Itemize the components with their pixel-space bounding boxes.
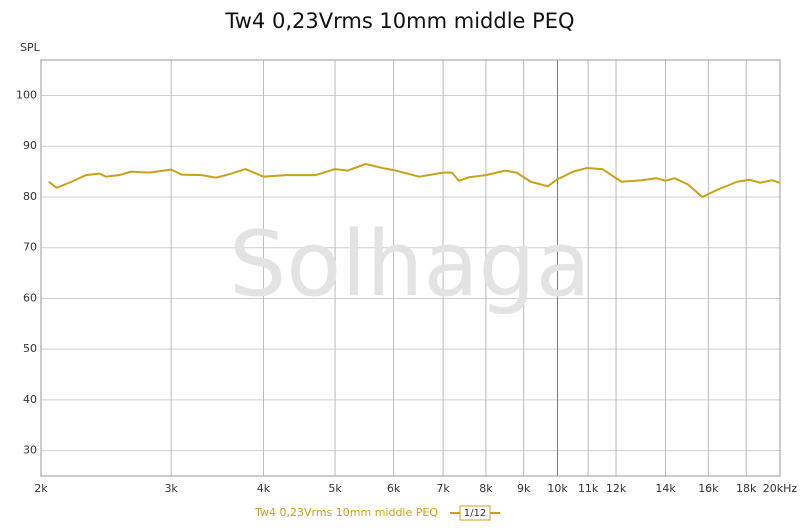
- x-tick-label: 5k: [328, 482, 342, 495]
- x-tick-label: 6k: [387, 482, 401, 495]
- legend-smoothing-box: [459, 505, 491, 521]
- x-tick-label: 16k: [698, 482, 719, 495]
- x-tick-label: 10k: [547, 482, 568, 495]
- y-tick-label: 80: [23, 190, 37, 203]
- x-tick-label: 8k: [479, 482, 493, 495]
- x-tick-label: 7k: [436, 482, 450, 495]
- x-tick-label: 2k: [34, 482, 48, 495]
- x-tick-label: 14k: [655, 482, 676, 495]
- y-tick-label: 90: [23, 139, 37, 152]
- legend-smoothing: 1/12: [464, 508, 486, 519]
- watermark: Solhaga: [229, 212, 591, 317]
- y-tick-label: 100: [16, 89, 37, 102]
- legend: Tw4 0,23Vrms 10mm middle PEQ 1/12: [254, 505, 500, 521]
- x-tick-label: 12k: [606, 482, 627, 495]
- data-line: [48, 163, 781, 198]
- y-tick-label: 70: [23, 241, 37, 254]
- x-tick-label: 11k: [578, 482, 599, 495]
- y-tick-label: 40: [23, 393, 37, 406]
- y-tick-label: 60: [23, 291, 37, 304]
- y-tick-label: 50: [23, 342, 37, 355]
- x-tick-label: 20kHz: [763, 482, 798, 495]
- chart-title: Tw4 0,23Vrms 10mm middle PEQ: [224, 9, 574, 33]
- x-tick-label: 4k: [257, 482, 271, 495]
- y-tick-label: 30: [23, 444, 37, 457]
- x-tick-label: 18k: [736, 482, 757, 495]
- legend-label: Tw4 0,23Vrms 10mm middle PEQ: [254, 506, 438, 519]
- plot-frame: [40, 59, 781, 477]
- y-axis-label: SPL: [20, 41, 41, 54]
- x-tick-label: 3k: [164, 482, 178, 495]
- x-tick-label: 9k: [517, 482, 531, 495]
